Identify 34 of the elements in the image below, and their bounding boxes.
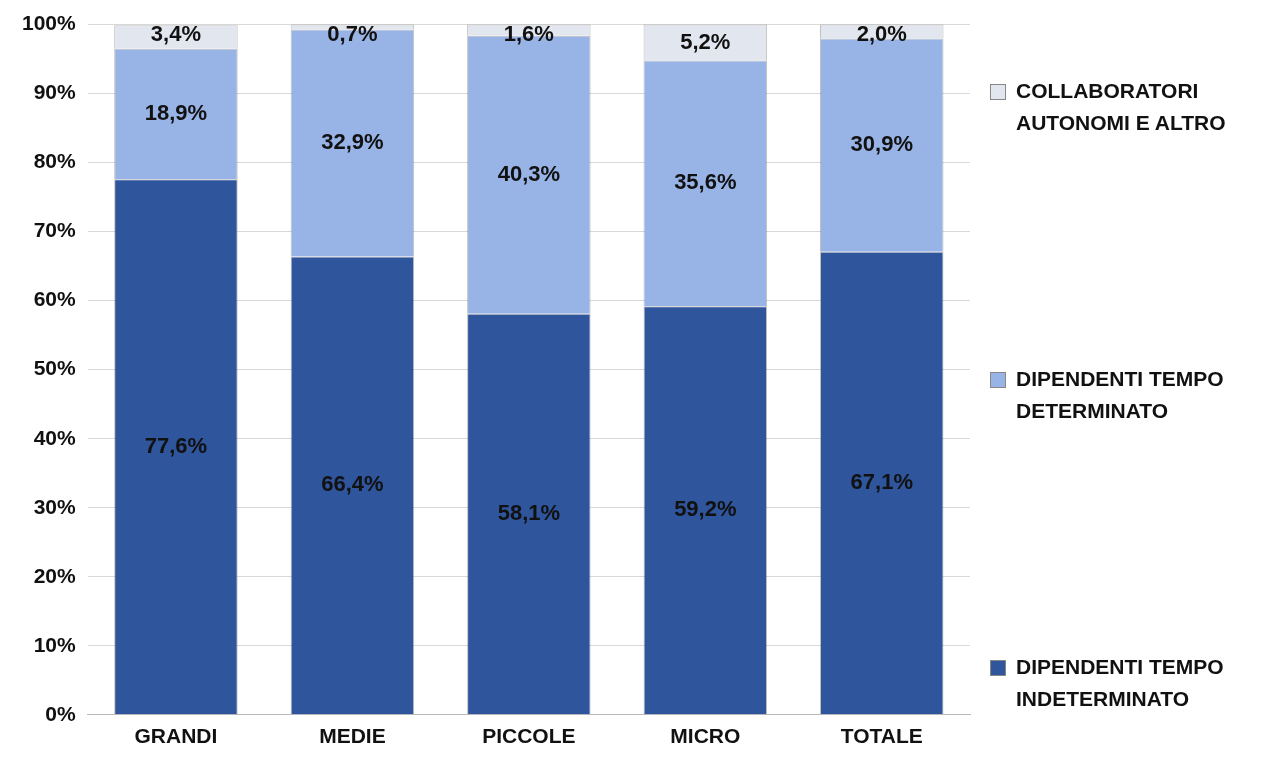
- data-label: 30,9%: [850, 131, 913, 157]
- data-label: 40,3%: [497, 160, 561, 186]
- text: DIPENDENTI TEMPO INDETERMINATO: [1016, 654, 1225, 712]
- data-label: 18,9%: [144, 100, 208, 126]
- data-label: 2,0%: [856, 20, 907, 46]
- legend-label: COLLABORATORI AUTONOMI E ALTRO: [1016, 78, 1227, 136]
- x-tick-label: PICCOLE: [482, 724, 576, 748]
- y-tick-label: 90%: [33, 80, 77, 104]
- y-tick-label: 50%: [33, 356, 77, 380]
- data-label: 32,9%: [321, 129, 384, 155]
- data-label: 5,2%: [680, 28, 731, 54]
- y-tick-label: 30%: [33, 494, 77, 518]
- data-label: 59,2%: [674, 496, 737, 522]
- y-tick-label: 80%: [33, 149, 77, 173]
- x-tick-label: TOTALE: [840, 724, 923, 748]
- data-label: 77,6%: [144, 432, 208, 458]
- x-tick-label: GRANDI: [134, 724, 218, 748]
- y-tick-label: 20%: [33, 563, 77, 587]
- data-label: 58,1%: [497, 500, 561, 526]
- y-tick-label: 70%: [33, 218, 77, 242]
- y-tick-label: 10%: [33, 632, 77, 656]
- data-label: 1,6%: [503, 20, 554, 46]
- data-label: 3,4%: [150, 21, 202, 47]
- y-tick-label: 100%: [21, 11, 77, 35]
- legend-label: DIPENDENTI TEMPO DETERMINATO: [1016, 366, 1225, 424]
- y-tick-label: 60%: [33, 287, 77, 311]
- y-tick-label: 0%: [45, 701, 77, 725]
- data-label: 0,7%: [327, 20, 378, 46]
- x-tick-label: MICRO: [670, 724, 741, 748]
- y-tick-label: 40%: [33, 425, 77, 449]
- data-label: 66,4%: [321, 471, 384, 497]
- data-label: 35,6%: [674, 169, 737, 195]
- data-label: 67,1%: [850, 469, 913, 495]
- x-tick-label: MEDIE: [319, 724, 386, 748]
